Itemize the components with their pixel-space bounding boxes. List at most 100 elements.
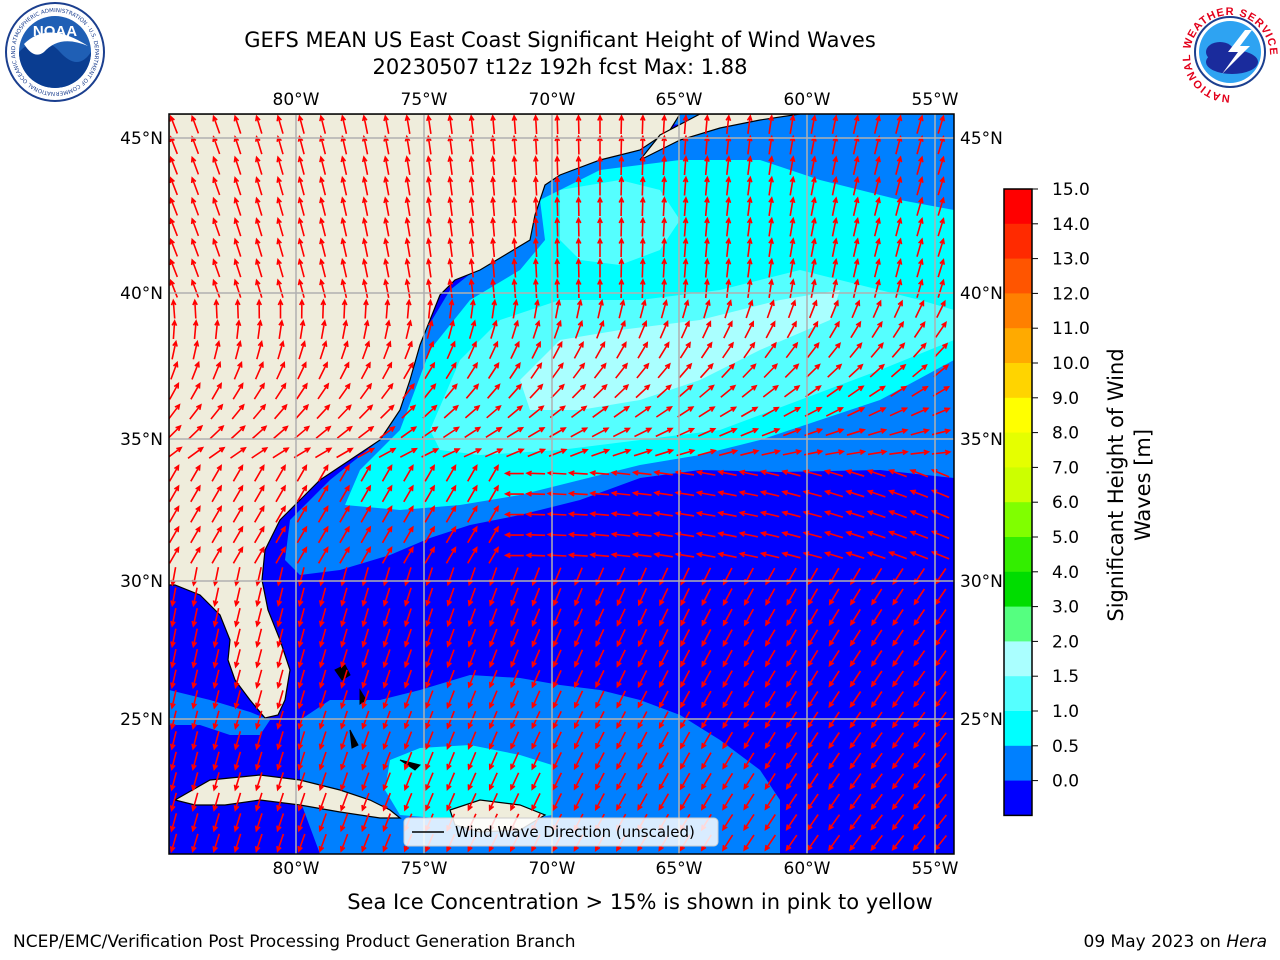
wind-arrow	[405, 319, 413, 339]
wind-arrow	[573, 793, 584, 812]
wind-arrow	[764, 670, 776, 688]
wind-arrow	[361, 751, 370, 771]
wind-arrow	[531, 587, 541, 607]
wind-arrow	[403, 669, 413, 689]
wind-arrow	[589, 490, 610, 497]
wind-arrow	[890, 385, 908, 397]
wind-arrow	[275, 546, 286, 564]
wind-arrow	[700, 793, 712, 811]
wind-arrow	[383, 278, 390, 298]
wind-arrow	[661, 175, 668, 196]
lon-label: 65°W	[656, 90, 703, 110]
wind-arrow	[383, 114, 390, 134]
wind-arrow	[511, 175, 518, 196]
wind-arrow	[361, 114, 369, 134]
wind-arrow	[276, 813, 285, 833]
wind-arrow	[695, 531, 716, 538]
wind-arrow	[255, 751, 263, 771]
wind-arrow	[361, 833, 370, 853]
wind-arrow	[255, 772, 263, 792]
wind-arrow	[595, 649, 605, 668]
map-area	[169, 114, 954, 854]
wind-arrow	[340, 833, 349, 853]
wind-arrow	[787, 299, 797, 319]
wind-arrow	[887, 489, 907, 498]
wind-arrow	[426, 114, 432, 135]
wind-arrow	[866, 469, 886, 478]
wind-arrow	[868, 385, 886, 398]
wind-arrow	[442, 448, 461, 458]
wind-arrow	[655, 448, 675, 457]
wind-arrow	[169, 196, 179, 216]
wind-arrow	[361, 196, 369, 216]
wind-arrow	[233, 751, 242, 771]
wind-arrow	[423, 383, 437, 399]
wind-wave-direction-arrows	[169, 114, 952, 853]
wind-arrow	[573, 772, 584, 791]
wind-arrow	[717, 469, 737, 477]
wind-arrow	[425, 731, 434, 751]
wind-arrow	[552, 608, 562, 627]
wind-arrow	[806, 341, 820, 359]
wind-arrow	[232, 546, 244, 564]
wind-arrow	[212, 237, 221, 257]
wind-arrow	[789, 278, 796, 299]
wind-arrow	[447, 237, 454, 258]
wind-arrow	[403, 361, 414, 380]
wind-arrow	[618, 299, 626, 319]
wind-arrow	[910, 449, 931, 456]
wind-arrow	[191, 833, 199, 853]
wind-arrow	[296, 525, 308, 544]
wind-arrow	[340, 216, 348, 237]
wind-arrow	[550, 383, 565, 399]
wind-arrow	[682, 175, 689, 196]
wind-arrow	[616, 793, 627, 811]
wind-arrow	[786, 320, 797, 339]
wind-arrow	[873, 176, 881, 196]
wind-arrow	[212, 155, 221, 175]
wind-arrow	[382, 813, 392, 833]
wind-arrow	[531, 793, 541, 812]
wind-arrow	[937, 217, 945, 237]
wind-arrow	[467, 546, 478, 564]
wind-arrow	[340, 690, 348, 710]
wind-arrow	[298, 298, 305, 319]
sea-ice-note: Sea Ice Concentration > 15% is shown in …	[347, 890, 933, 914]
wind-arrow	[361, 813, 370, 833]
wind-arrow	[764, 731, 776, 750]
wind-arrow	[276, 237, 284, 257]
wind-arrow	[233, 361, 243, 380]
wind-arrow	[446, 731, 456, 750]
lon-label: 70°W	[529, 90, 576, 110]
wind-arrow	[717, 531, 737, 538]
wind-arrow	[212, 114, 221, 134]
wind-arrow	[552, 628, 562, 648]
wind-arrow	[725, 134, 732, 155]
wind-arrow	[255, 237, 263, 257]
wind-arrow	[191, 669, 199, 690]
wind-arrow	[340, 608, 348, 628]
wind-arrow	[655, 427, 674, 438]
wind-arrow	[426, 134, 432, 155]
wind-arrow	[810, 216, 817, 237]
wind-arrow	[852, 216, 860, 237]
wind-arrow	[404, 587, 412, 607]
wind-arrow	[403, 546, 414, 564]
wind-arrow	[191, 649, 199, 669]
wind-arrow	[212, 669, 220, 689]
wind-arrow	[297, 792, 306, 812]
wind-arrow	[618, 196, 625, 217]
colorbar-tick-label: 3.0	[1052, 598, 1079, 618]
wind-arrow	[275, 525, 286, 544]
wind-arrow	[276, 833, 285, 853]
wind-arrow	[825, 407, 844, 417]
wind-arrow	[658, 670, 669, 689]
wind-arrow	[383, 237, 390, 257]
wind-arrow	[234, 340, 242, 360]
wind-arrow	[231, 403, 245, 420]
wind-arrow	[916, 114, 924, 134]
wind-arrow	[695, 510, 716, 517]
wind-arrow	[275, 464, 286, 482]
wind-arrow	[209, 425, 225, 440]
wind-arrow	[445, 464, 457, 482]
